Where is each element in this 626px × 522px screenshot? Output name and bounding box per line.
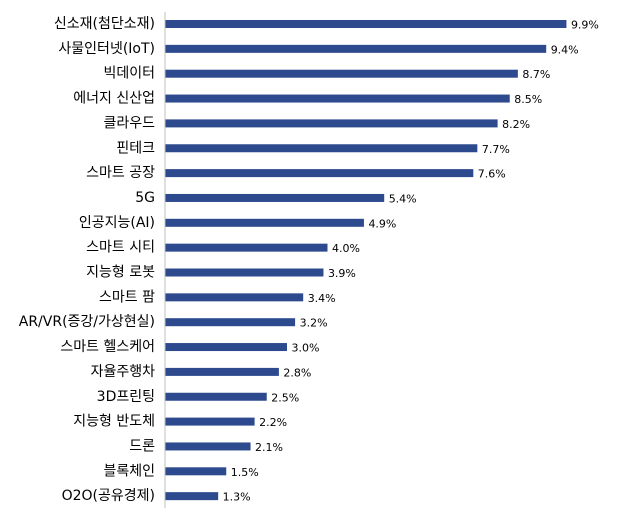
bar (165, 367, 279, 376)
value-label: 1.3% (223, 491, 251, 504)
category-label: 신소재(첨단소재) (54, 16, 155, 32)
value-label: 8.2% (502, 118, 530, 131)
value-label: 8.5% (514, 93, 542, 106)
category-label: 3D프린팅 (97, 389, 155, 405)
category-label: 드론 (129, 438, 155, 454)
category-label: 클라우드 (103, 115, 155, 131)
bar (165, 442, 251, 451)
bar (165, 144, 478, 153)
value-label: 3.2% (300, 317, 328, 330)
bars-group (165, 20, 567, 501)
value-label: 4.0% (332, 242, 360, 255)
bar (165, 218, 364, 227)
bar (165, 343, 287, 352)
bar (165, 193, 385, 202)
category-label: 스마트 팜 (99, 289, 155, 305)
bar (165, 20, 567, 28)
value-label: 9.9% (571, 19, 599, 32)
value-label: 9.4% (551, 43, 579, 56)
value-label: 2.2% (259, 416, 287, 429)
category-label: 스마트 공장 (86, 165, 155, 181)
value-label: 7.7% (482, 143, 510, 156)
bar (165, 268, 324, 277)
value-label: 5.4% (389, 192, 417, 205)
category-label: 사물인터넷(IoT) (58, 41, 155, 57)
category-label: 스마트 헬스케어 (60, 339, 155, 355)
category-label: 핀테크 (116, 140, 155, 156)
bar (165, 492, 219, 501)
category-label: 5G (135, 190, 155, 206)
bar (165, 318, 296, 327)
value-label: 3.0% (292, 342, 320, 355)
category-label: 스마트 시티 (86, 240, 155, 256)
value-labels-group: 9.9% 9.4%8.7% 8.5% 8.2% 7.7% 7.6% 5.4% 4.9% 4.0%… (223, 19, 599, 504)
value-label: 7.6% (478, 168, 506, 181)
category-label: 지능형 반도체 (73, 414, 155, 430)
value-label: 3.9% (328, 267, 356, 280)
category-label: 지능형 로봇 (86, 265, 155, 281)
bar (165, 69, 518, 78)
value-label: 3.4% (308, 292, 336, 305)
bar (165, 417, 255, 426)
value-label: 1.5% (231, 466, 259, 479)
bar (165, 243, 328, 252)
value-label: 8.7% (522, 68, 550, 81)
bar (165, 467, 227, 476)
category-label: 블록체인 (103, 463, 155, 479)
category-label: 인공지능(AI) (79, 215, 155, 231)
category-label: 자율주행차 (91, 364, 156, 380)
value-label: 2.5% (271, 391, 299, 404)
value-label: 2.1% (255, 441, 283, 454)
value-label: 4.9% (368, 217, 396, 230)
bar (165, 293, 304, 302)
bar (165, 44, 547, 53)
category-label: 빅데이터 (103, 66, 155, 82)
bar (165, 392, 267, 401)
category-label: AR/VR(증강/가상현실) (19, 314, 155, 330)
bar (165, 94, 510, 103)
category-label: O2O(공유경제) (62, 488, 155, 504)
category-label: 에너지 신산업 (73, 91, 155, 107)
value-label: 2.8% (283, 366, 311, 379)
bar (165, 169, 474, 178)
bar (165, 119, 498, 128)
